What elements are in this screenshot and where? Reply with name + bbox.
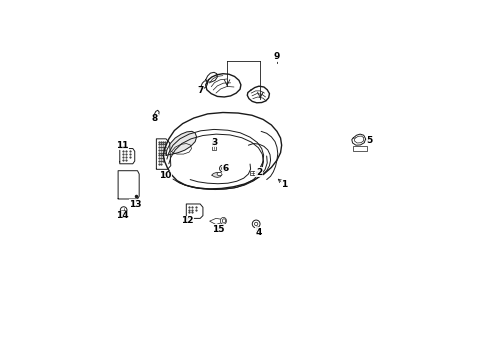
Polygon shape <box>163 112 281 189</box>
Polygon shape <box>118 171 139 199</box>
Polygon shape <box>209 219 223 225</box>
Text: 8: 8 <box>152 114 158 123</box>
Text: 12: 12 <box>181 216 193 225</box>
Text: 10: 10 <box>159 171 171 180</box>
Text: 6: 6 <box>222 164 228 173</box>
Polygon shape <box>154 110 159 117</box>
Polygon shape <box>205 74 241 97</box>
Polygon shape <box>211 172 222 177</box>
Polygon shape <box>200 81 207 89</box>
FancyBboxPatch shape <box>211 142 216 150</box>
Text: 1: 1 <box>281 180 287 189</box>
Polygon shape <box>120 149 135 164</box>
Text: 13: 13 <box>129 200 142 209</box>
Text: 3: 3 <box>210 138 217 147</box>
Text: 15: 15 <box>212 225 224 234</box>
Polygon shape <box>205 72 217 82</box>
Text: 9: 9 <box>273 52 280 61</box>
Text: 11: 11 <box>116 141 128 150</box>
Ellipse shape <box>217 172 222 176</box>
Polygon shape <box>186 204 203 219</box>
Circle shape <box>120 207 127 213</box>
Polygon shape <box>247 86 269 103</box>
Text: 14: 14 <box>116 211 129 220</box>
Polygon shape <box>166 131 196 156</box>
Text: 7: 7 <box>197 86 203 95</box>
Polygon shape <box>352 146 366 151</box>
Polygon shape <box>156 139 170 169</box>
Ellipse shape <box>220 217 226 224</box>
FancyBboxPatch shape <box>249 171 255 175</box>
Polygon shape <box>351 134 365 145</box>
Circle shape <box>252 220 260 228</box>
Text: 2: 2 <box>255 168 262 177</box>
Circle shape <box>219 165 226 172</box>
Text: 4: 4 <box>255 228 261 237</box>
Text: 5: 5 <box>366 136 372 145</box>
